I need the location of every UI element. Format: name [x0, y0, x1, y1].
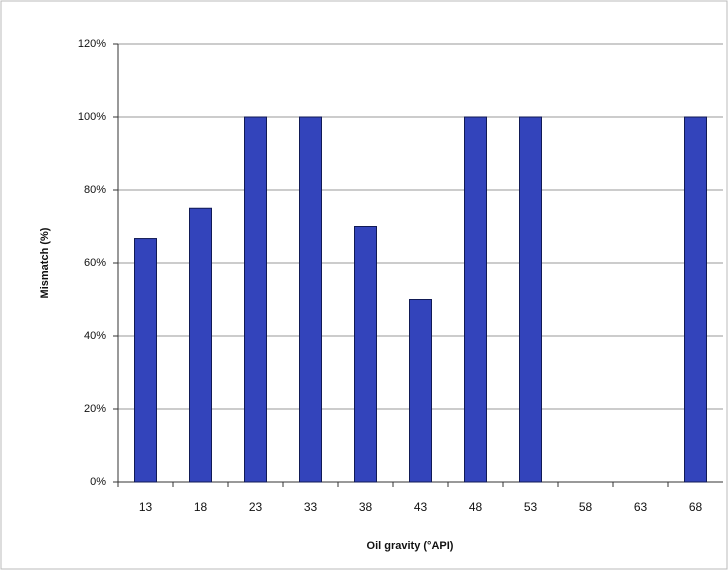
bar [299, 116, 322, 483]
x-tick-label: 38 [359, 500, 373, 514]
x-axis-label: Oil gravity (°API) [367, 540, 454, 552]
bar [354, 226, 377, 483]
x-tick-label: 18 [194, 500, 208, 514]
bar [519, 116, 542, 483]
y-tick-label: 40% [84, 330, 106, 342]
y-tick-label: 120% [78, 38, 106, 50]
bar [244, 116, 267, 483]
x-tick-label: 58 [579, 500, 593, 514]
y-tick-label: 80% [84, 184, 106, 196]
x-tick-label: 48 [469, 500, 483, 514]
x-tick-label: 63 [634, 500, 648, 514]
x-tick-label: 23 [249, 500, 263, 514]
bar [189, 207, 212, 483]
bar [464, 116, 487, 483]
x-tick-label: 53 [524, 500, 538, 514]
x-tick-label: 13 [139, 500, 153, 514]
y-tick-label: 0% [90, 476, 106, 488]
x-tick-label: 33 [304, 500, 318, 514]
y-tick-label: 20% [84, 403, 106, 415]
x-tick-label: 68 [689, 500, 703, 514]
y-tick-label: 60% [84, 257, 106, 269]
bar [684, 116, 707, 483]
bar [134, 238, 157, 483]
bar [409, 299, 432, 483]
y-tick-label: 100% [78, 111, 106, 123]
x-tick-label: 43 [414, 500, 428, 514]
y-axis-label: Mismatch (%) [39, 227, 51, 298]
